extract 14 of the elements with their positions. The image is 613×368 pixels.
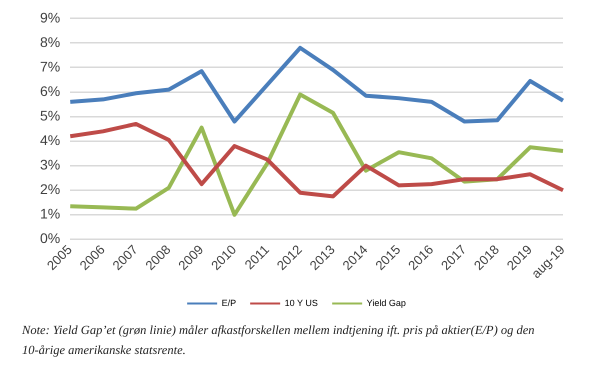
y-tick-label: 8% bbox=[40, 34, 60, 50]
y-tick-label: 9% bbox=[40, 9, 60, 26]
y-tick-label: 5% bbox=[40, 107, 60, 124]
y-tick-label: 0% bbox=[40, 230, 60, 246]
text: Note: Yield Gap’et (grøn linie) måler afkastforskellen mellem indtjening ift. pris på aktier(E/P) og den 10-årige amerikanske statsrente. bbox=[22, 322, 536, 359]
y-tick-label: 2% bbox=[40, 181, 60, 198]
y-tick-label: 4% bbox=[40, 132, 60, 148]
y-tick-label: 1% bbox=[40, 206, 60, 222]
legend-label: 10 Y US bbox=[284, 298, 318, 308]
y-tick-label: 3% bbox=[40, 156, 60, 173]
y-tick-label: 7% bbox=[40, 58, 60, 74]
legend-label: Yield Gap bbox=[366, 298, 406, 308]
y-tick-label: 6% bbox=[40, 82, 60, 99]
legend-label: E/P bbox=[222, 298, 236, 308]
